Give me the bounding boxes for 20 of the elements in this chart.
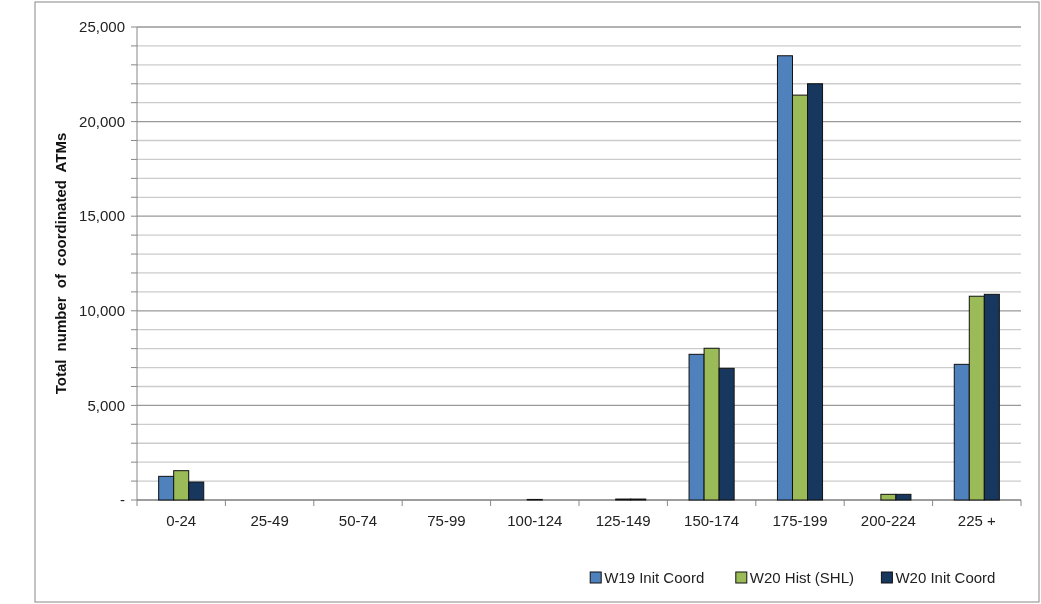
- y-tick-label: -: [120, 491, 125, 509]
- x-tick-label: 25-49: [250, 512, 289, 529]
- y-tick-label: 20,000: [79, 112, 125, 130]
- y-tick-label: 10,000: [79, 302, 125, 320]
- x-tick-label: 100-124: [507, 512, 563, 529]
- x-tick-label: 50-74: [338, 512, 378, 529]
- x-tick-label: 75-99: [427, 512, 466, 529]
- x-tick-label: 175-199: [772, 512, 828, 529]
- x-tick-label: 150-174: [684, 512, 740, 529]
- y-tick-label: 25,000: [79, 18, 125, 36]
- y-axis-title: Total number of coordinated ATMs: [52, 132, 69, 395]
- legend-label: W19 Init Coord: [604, 569, 705, 587]
- legend-label: W20 Hist (SHL): [749, 569, 854, 587]
- x-tick-label: 0-24: [166, 512, 197, 529]
- y-tick-label: 15,000: [79, 207, 125, 225]
- legend-label: W20 Init Coord: [895, 569, 996, 587]
- x-tick-label: 225 +: [957, 512, 997, 529]
- x-tick-label: 125-149: [595, 512, 651, 529]
- y-tick-label: 5,000: [87, 396, 125, 414]
- x-tick-label: 200-224: [860, 512, 916, 529]
